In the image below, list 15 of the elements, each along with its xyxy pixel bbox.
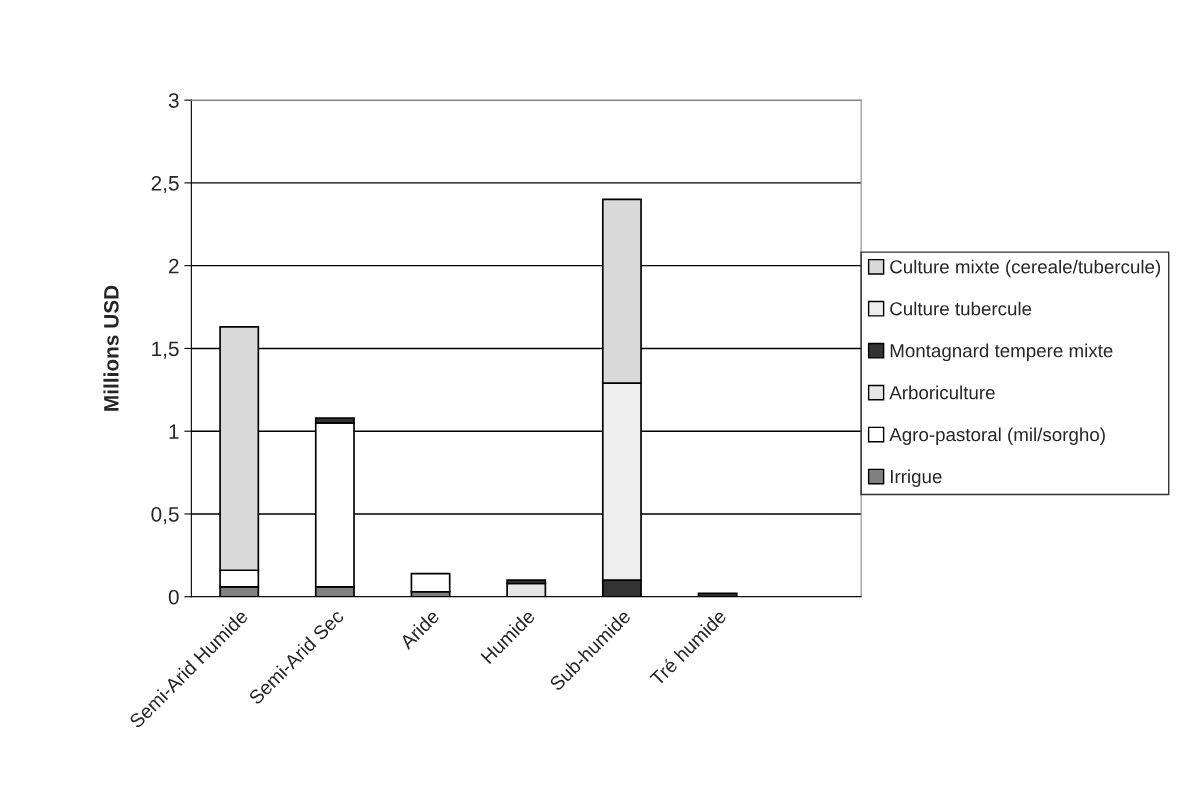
y-axis-title: Millions USD [103,285,119,411]
y-tick-label: 2 [169,258,179,274]
y-tick-label: 1,5 [152,341,179,359]
bar [410,572,451,593]
legend-label: Culture mixte (cereale/tubercule) [890,259,1161,278]
legend-label: Montagnard tempere mixte [890,343,1113,362]
y-tick-label: 0,5 [151,506,179,525]
legend-label: Irrigue [890,469,942,487]
y-tick-label: 3 [168,93,179,108]
legend-label: Culture tubercule [890,301,1032,316]
y-tick-label: 2,5 [151,175,179,194]
legend-label: Arboriculture [889,385,995,400]
y-tick-label: 1 [169,424,179,439]
legend-label: Agro-pastoral (mil/sorgho) [889,427,1105,445]
y-tick-label: 0 [168,589,179,605]
